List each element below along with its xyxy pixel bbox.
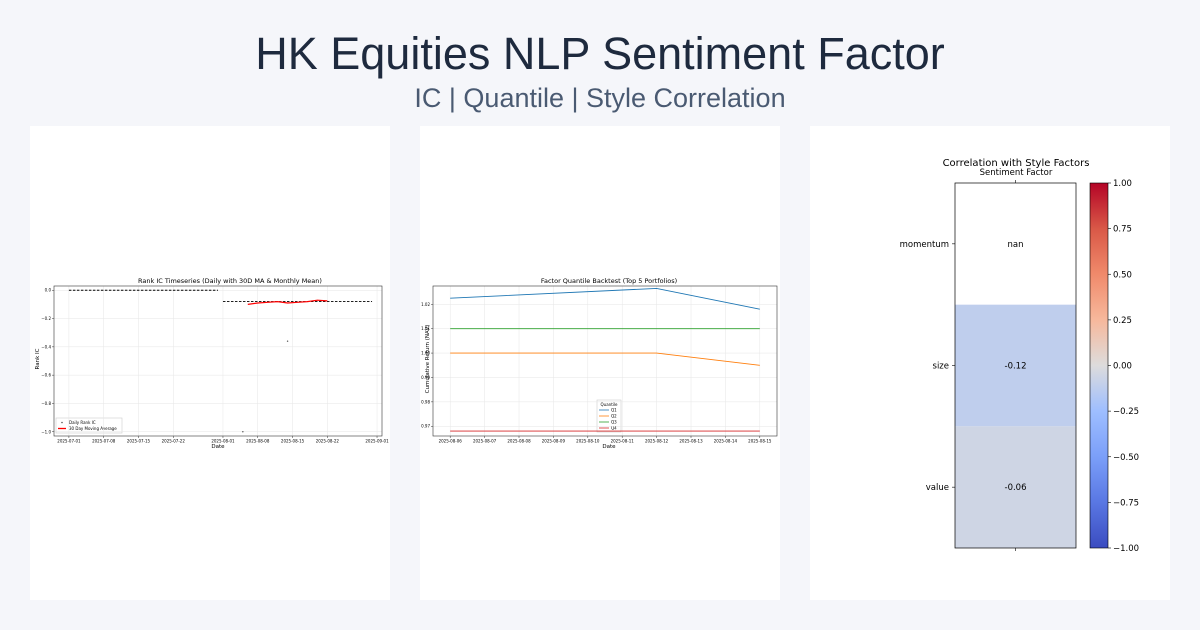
x-tick-label: 2025-08-06 xyxy=(439,439,463,444)
rank-ic-title: Rank IC Timeseries (Daily with 30D MA & … xyxy=(138,277,322,285)
legend-q2-label: Q2 xyxy=(611,414,617,419)
rank-ic-ylabel: Rank IC xyxy=(35,348,41,369)
page-subtitle: IC | Quantile | Style Correlation xyxy=(414,83,786,113)
y-tick-label: 1.02 xyxy=(421,302,430,307)
quantile-chart: Factor Quantile Backtest (Top 5 Portfoli… xyxy=(421,277,778,450)
x-tick-label: 2025-09-01 xyxy=(365,439,389,444)
row-label: value xyxy=(926,483,949,493)
y-tick-label: 0.0 xyxy=(45,288,52,293)
y-tick-label: −0.2 xyxy=(41,316,51,321)
legend-ma-label: 30 Day Moving Average xyxy=(69,426,117,431)
quantile-line-q1 xyxy=(450,287,760,310)
x-tick-label: 2025-07-15 xyxy=(127,439,151,444)
x-tick-label: 2025-08-08 xyxy=(246,439,270,444)
colorbar-tick-label: 0.00 xyxy=(1113,362,1132,372)
quantile-panel: Factor Quantile Backtest (Top 5 Portfoli… xyxy=(420,126,780,600)
y-tick-label: 1.01 xyxy=(421,326,430,331)
heatmap-cell-label: nan xyxy=(1008,240,1024,250)
x-tick-label: 2025-07-08 xyxy=(92,439,116,444)
colorbar-tick-label: −0.50 xyxy=(1113,453,1139,463)
daily-ic-point xyxy=(286,340,289,342)
y-tick-label: −0.6 xyxy=(41,373,51,378)
y-tick-label: −1.0 xyxy=(41,429,51,434)
legend-q1-label: Q1 xyxy=(611,408,617,413)
y-tick-label: 0.98 xyxy=(421,399,430,404)
rank-ic-plot-frame xyxy=(53,285,383,437)
legend-box xyxy=(55,417,123,434)
heatmap-cell-label: -0.06 xyxy=(1005,483,1027,493)
correlation-heatmap: Correlation with Style Factors Sentiment… xyxy=(900,158,1139,554)
colorbar-tick-label: 0.75 xyxy=(1113,225,1132,235)
row-label: size xyxy=(933,362,949,372)
x-tick-label: 2025-08-15 xyxy=(748,439,772,444)
heatmap-title: Correlation with Style Factors xyxy=(943,158,1090,169)
heatmap-cell-value xyxy=(955,426,1076,548)
legend-q4-label: Q4 xyxy=(611,426,617,431)
heatmap-cell-size xyxy=(955,304,1076,427)
heatmap-cell-label: -0.12 xyxy=(1005,362,1027,372)
y-tick-label: −0.8 xyxy=(41,401,51,406)
page-title: HK Equities NLP Sentiment Factor xyxy=(255,28,945,79)
rank-ic-legend: Daily Rank IC 30 Day Moving Average xyxy=(55,417,123,434)
quantile-plot-frame xyxy=(432,285,778,437)
correlation-panel: Correlation with Style Factors Sentiment… xyxy=(810,126,1170,600)
x-tick-label: 2025-08-07 xyxy=(473,439,497,444)
daily-ic-point xyxy=(242,431,244,433)
heatmap-cell-momentum xyxy=(955,183,1076,305)
moving-average-line xyxy=(247,299,328,305)
y-tick-label: 0.99 xyxy=(421,375,430,380)
quantile-title: Factor Quantile Backtest (Top 5 Portfoli… xyxy=(541,277,677,285)
colorbar xyxy=(1089,182,1109,549)
colorbar-tick-label: −0.75 xyxy=(1113,498,1139,508)
x-tick-label: 2025-08-14 xyxy=(714,439,738,444)
colorbar-tick-label: 0.50 xyxy=(1113,270,1132,280)
x-tick-label: 2025-08-15 xyxy=(281,439,305,444)
row-label: momentum xyxy=(900,240,949,250)
x-tick-label: 2025-08-09 xyxy=(542,439,566,444)
colorbar-tick-label: −1.00 xyxy=(1113,544,1139,554)
quantile-ylabel: Cumulative Return (NAV) xyxy=(425,325,431,394)
y-tick-label: 0.97 xyxy=(421,424,430,429)
legend-daily-marker xyxy=(61,421,63,424)
rank-ic-grid xyxy=(54,286,382,436)
x-tick-label: 2025-07-01 xyxy=(57,439,81,444)
legend-q3-label: Q3 xyxy=(611,420,617,425)
colorbar-tick-label: 0.25 xyxy=(1113,316,1132,326)
legend-daily-label: Daily Rank IC xyxy=(69,420,96,425)
rank-ic-panel: Rank IC Timeseries (Daily with 30D MA & … xyxy=(30,126,390,600)
x-tick-label: 2025-08-12 xyxy=(645,439,669,444)
quantile-legend: Quantile Q1 Q2 Q3 Q4 xyxy=(596,399,622,433)
y-tick-label: −0.4 xyxy=(41,344,51,349)
rank-ic-chart: Rank IC Timeseries (Daily with 30D MA & … xyxy=(35,277,389,450)
x-tick-label: 2025-08-13 xyxy=(679,439,703,444)
x-tick-label: 2025-08-10 xyxy=(576,439,600,444)
quantile-line-q2 xyxy=(450,352,760,366)
legend-title: Quantile xyxy=(601,402,618,407)
colorbar-tick-label: 1.00 xyxy=(1113,179,1132,189)
x-tick-label: 2025-08-11 xyxy=(611,439,635,444)
x-tick-label: 2025-08-01 xyxy=(211,439,235,444)
x-tick-label: 2025-08-22 xyxy=(316,439,340,444)
heatmap-column-label: Sentiment Factor xyxy=(980,168,1053,178)
rank-ic-xlabel: Date xyxy=(211,444,225,450)
x-tick-label: 2025-07-22 xyxy=(162,439,186,444)
y-tick-label: 1.00 xyxy=(421,351,430,356)
colorbar-tick-label: −0.25 xyxy=(1113,407,1139,417)
x-tick-label: 2025-08-08 xyxy=(507,439,531,444)
quantile-xlabel: Date xyxy=(602,444,616,450)
